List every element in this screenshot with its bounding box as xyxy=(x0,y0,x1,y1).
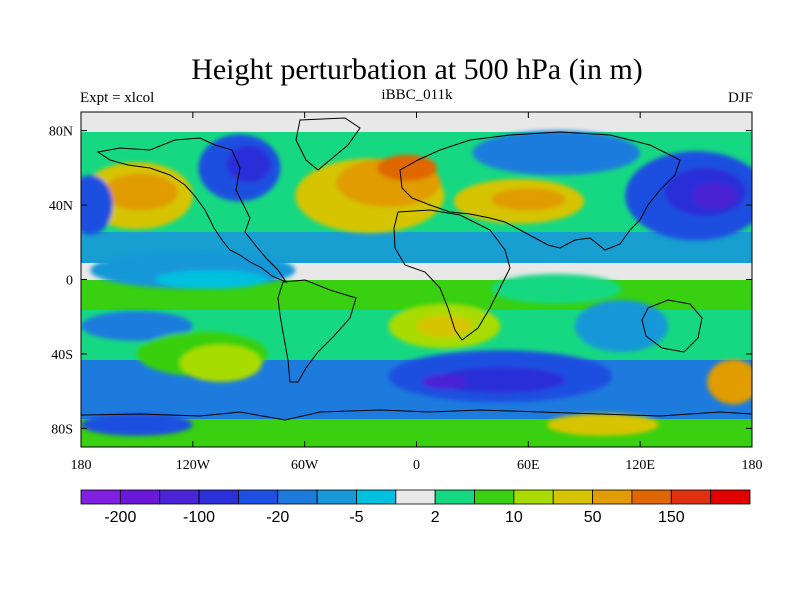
colorbar-label: -100 xyxy=(183,509,215,526)
colorbar-box xyxy=(198,489,239,505)
coast-greenland xyxy=(295,117,361,171)
season-label: DJF xyxy=(727,90,753,106)
region-antarctic-low xyxy=(81,413,193,436)
coastlines xyxy=(81,117,752,421)
colorbar-label: -20 xyxy=(266,509,289,526)
region-tropical-pacific-cyan xyxy=(155,270,268,289)
region-asia-high-core xyxy=(491,188,566,211)
colorbar-box xyxy=(159,489,200,505)
colorbar-box xyxy=(631,489,672,505)
colorbar-box xyxy=(356,489,397,505)
region-north-pacific-high-core xyxy=(103,173,178,211)
coast-eurasia xyxy=(399,131,681,251)
region-south-pacific-high-east xyxy=(707,359,752,405)
coast-south-america xyxy=(277,279,357,383)
colorbar-box xyxy=(277,489,318,505)
experiment-label: Expt = xlcol xyxy=(80,90,155,106)
colorbar-box xyxy=(238,489,279,505)
colorbar-box xyxy=(513,489,554,505)
region-canada-low-core xyxy=(226,145,272,183)
lon-tick-label: 0 xyxy=(413,458,420,473)
region-antarctic-yellow xyxy=(546,413,659,436)
colorbar-box xyxy=(434,489,475,505)
region-south-pacific-low xyxy=(81,311,193,341)
region-indian-ocean-green xyxy=(491,273,622,304)
region-southern-ocean-low-core xyxy=(435,366,566,394)
map-title: Height perturbation at 500 hPa (in m) xyxy=(191,53,643,86)
case-label: iBBC_011k xyxy=(381,87,453,103)
lat-tick-label: 80N xyxy=(49,125,73,140)
colorbar-label: 150 xyxy=(658,509,685,526)
region-north-atlantic-high-max xyxy=(377,154,438,181)
lat-tick-label: 40N xyxy=(49,199,73,214)
colorbar-label: -200 xyxy=(104,509,136,526)
lon-tick-label: 180 xyxy=(71,458,92,473)
colorbar-box xyxy=(395,489,436,505)
region-south-atlantic-high-core xyxy=(416,314,473,338)
lon-tick-label: 60E xyxy=(517,458,540,473)
colorbar-box xyxy=(710,489,751,505)
region-tasman-blue xyxy=(574,299,669,353)
region-siberia-low xyxy=(472,130,641,176)
lat-tick-label: 80S xyxy=(51,422,73,437)
colorbar-label: 50 xyxy=(584,509,602,526)
coast-australia xyxy=(641,299,703,353)
colorbar-box xyxy=(592,489,633,505)
colorbar-box xyxy=(552,489,593,505)
colorbar-box xyxy=(119,489,161,505)
band-arctic xyxy=(81,112,752,132)
lon-tick-label: 120W xyxy=(176,458,211,473)
coast-africa xyxy=(393,209,511,341)
lon-tick-label: 60W xyxy=(291,458,319,473)
lat-tick-label: 0 xyxy=(66,274,73,289)
colorbar-box xyxy=(474,489,515,505)
lon-tick-label: 120E xyxy=(625,458,655,473)
region-southern-ocean-low-max xyxy=(422,374,467,390)
colorbar: -200 -100 -20 -5 2 10 50 150 xyxy=(80,489,751,526)
colorbar-label: 10 xyxy=(505,509,523,526)
field-layer xyxy=(81,112,752,447)
coast-antarctica xyxy=(81,409,752,421)
map-axes: 80N 40N 0 40S 80S 180 120W 60W 0 60E 120E 180 xyxy=(49,111,763,473)
colorbar-box xyxy=(670,489,712,505)
lon-tick-label: 180 xyxy=(742,458,763,473)
colorbar-label: -5 xyxy=(349,509,363,526)
region-alaska-low xyxy=(81,175,113,235)
colorbar-box xyxy=(80,489,121,505)
region-south-pacific-yellow xyxy=(179,344,262,382)
colorbar-label: 2 xyxy=(431,509,440,526)
colorbar-box xyxy=(316,489,357,505)
lat-tick-label: 40S xyxy=(51,348,73,363)
region-east-asia-low-max xyxy=(692,182,738,209)
